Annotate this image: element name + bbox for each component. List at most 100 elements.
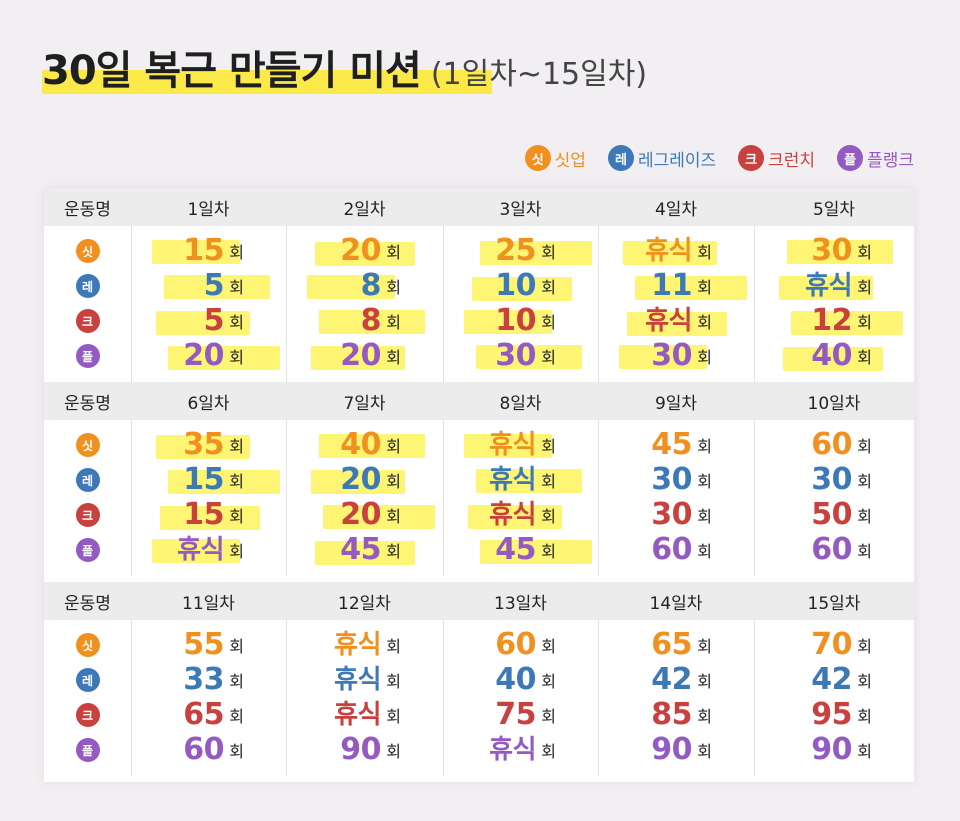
rep-value: 30	[651, 497, 692, 532]
rep-value: 휴식	[177, 535, 224, 565]
rep-unit: 회	[229, 472, 244, 491]
rep-value: 45	[495, 532, 536, 567]
legend-item-situp: 싯 싯업	[524, 145, 586, 171]
title-block: 30일 복근 만들기 미션 (1일차~15일차)	[42, 38, 647, 98]
rep-unit: 회	[697, 313, 712, 332]
marker-highlight	[472, 277, 572, 301]
legend-label: 레그레이즈	[637, 150, 717, 171]
marker-highlight	[319, 434, 425, 458]
marker-highlight	[311, 346, 405, 370]
rep-value: 33	[183, 662, 224, 697]
rep-value: 12	[811, 303, 852, 338]
rep-value: 70	[811, 627, 852, 662]
rep-unit: 회	[229, 542, 244, 561]
rep-value: 11	[651, 268, 692, 303]
exercise-badge-icon: 싯	[75, 239, 100, 263]
rep-value: 42	[811, 662, 852, 697]
title-main: 30일 복근 만들기 미션	[42, 48, 422, 94]
rep-value: 5	[203, 303, 225, 338]
exercise-badge-icon: 플	[75, 344, 100, 368]
rep-value: 8	[360, 303, 382, 338]
values-block: 싯 레 크 플 15 회 5 회 5 회 20 회 20 회 8 회 8 회 20 회 25 회 10 회 10 회 30 회 휴식 회 1…	[44, 226, 914, 382]
rep-value: 30	[811, 233, 852, 268]
rep-unit: 회	[229, 348, 244, 367]
legraise-badge-icon: 레	[607, 145, 634, 171]
rep-unit: 회	[697, 437, 712, 456]
legend-item-crunch: 크 크런치	[738, 145, 815, 171]
rep-unit: 회	[386, 437, 401, 456]
rep-value: 65	[651, 627, 692, 662]
rep-unit: 회	[229, 278, 244, 297]
rep-unit: 회	[229, 437, 244, 456]
legend: 싯 싯업 레 레그레이즈 크 크런치 플 플랭크	[524, 145, 914, 171]
marker-highlight	[160, 506, 260, 530]
rep-value: 20	[183, 338, 224, 373]
day-cell: 55 회 33 회 65 회 60 회	[131, 620, 286, 776]
rep-unit: 회	[697, 707, 712, 726]
rep-value: 90	[651, 732, 692, 767]
rep-unit: 회	[857, 637, 872, 656]
rep-value: 60	[811, 427, 852, 462]
rep-value: 65	[183, 697, 224, 732]
marker-highlight	[156, 435, 250, 459]
marker-highlight	[164, 275, 270, 299]
marker-highlight	[307, 275, 395, 299]
rep-value: 60	[495, 627, 536, 662]
day-cell: 60 회 30 회 50 회 60 회	[754, 420, 914, 576]
day-cell: 45 회 30 회 30 회 60 회	[598, 420, 754, 576]
marker-highlight	[319, 310, 425, 334]
rep-value: 10	[495, 303, 536, 338]
day-cell: 65 회 42 회 85 회 90 회	[598, 620, 754, 776]
rep-unit: 회	[697, 507, 712, 526]
marker-highlight	[787, 240, 893, 264]
rep-value: 45	[651, 427, 692, 462]
rep-unit: 회	[857, 507, 872, 526]
legend-item-legraise: 레 레그레이즈	[607, 145, 717, 171]
marker-highlight	[779, 276, 873, 300]
rep-value: 20	[340, 462, 381, 497]
rep-value: 90	[340, 732, 381, 767]
rep-unit: 회	[697, 742, 712, 761]
rep-value: 30	[495, 338, 536, 373]
rep-unit: 회	[857, 742, 872, 761]
rep-unit: 회	[697, 278, 712, 297]
exercise-badge-icon: 크	[75, 309, 100, 333]
exercise-badge-icon: 플	[75, 538, 100, 562]
rep-value: 90	[811, 732, 852, 767]
rep-value: 95	[811, 697, 852, 732]
day-cell: 35 회 15 회 15 회 휴식 회	[131, 420, 286, 576]
day-cell: 휴식 회 휴식 회 휴식 회 90 회	[286, 620, 443, 776]
rep-unit: 회	[857, 313, 872, 332]
rep-unit: 회	[857, 243, 872, 262]
marker-highlight	[156, 311, 250, 335]
day-cell: 20 회 8 회 8 회 20 회	[286, 226, 443, 382]
exercise-badge-icon: 레	[75, 668, 100, 692]
rep-value: 휴식	[489, 430, 536, 460]
marker-highlight	[311, 470, 405, 494]
exercise-badge-icon: 레	[75, 274, 100, 298]
rep-value: 5	[203, 268, 225, 303]
day-header: 12일차	[338, 593, 391, 614]
rep-unit: 회	[697, 672, 712, 691]
values-block: 싯 레 크 플 55 회 33 회 65 회 60 회 휴식 회 휴식 회 휴식 회 90 회 60 회 40 회 75 회 휴식 회…	[44, 620, 914, 776]
marker-highlight	[315, 541, 415, 565]
rep-unit: 회	[386, 472, 401, 491]
rep-value: 25	[495, 233, 536, 268]
rep-unit: 회	[857, 278, 872, 297]
day-cell: 30 회 휴식 회 12 회 40 회	[754, 226, 914, 382]
rep-value: 15	[183, 233, 224, 268]
rep-value: 30	[811, 462, 852, 497]
rep-unit: 회	[697, 472, 712, 491]
day-header: 8일차	[499, 393, 542, 414]
rep-unit: 회	[386, 348, 401, 367]
marker-highlight	[783, 347, 883, 371]
exercise-header: 운동명	[64, 593, 111, 614]
marker-highlight	[323, 505, 435, 529]
rep-value: 휴식	[645, 306, 692, 336]
rep-value: 휴식	[489, 735, 536, 765]
rep-value: 20	[340, 338, 381, 373]
day-header: 4일차	[654, 199, 698, 220]
rep-unit: 회	[386, 742, 401, 761]
rep-value: 50	[811, 497, 852, 532]
